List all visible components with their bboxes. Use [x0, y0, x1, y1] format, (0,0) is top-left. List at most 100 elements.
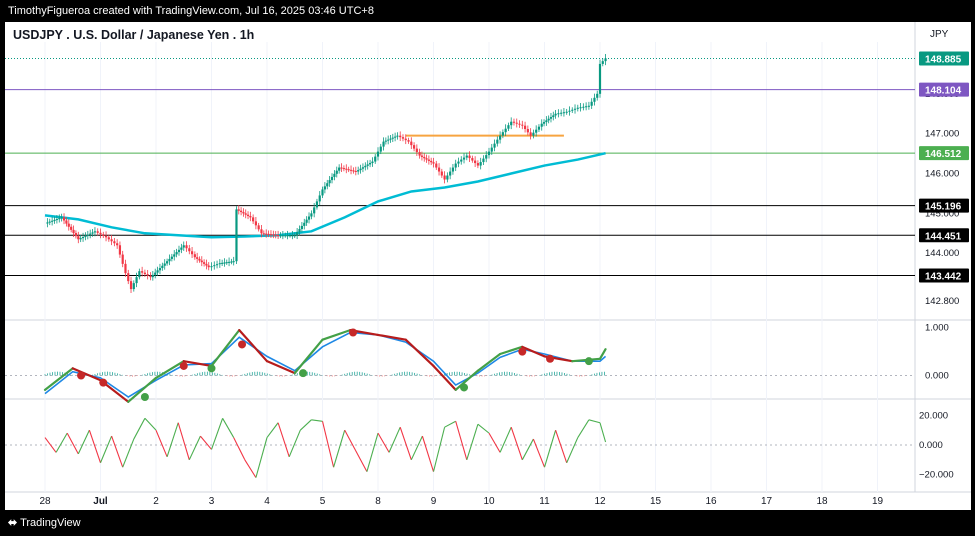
- candle-body: [221, 262, 224, 264]
- candle-body: [318, 195, 321, 202]
- candle-body: [296, 232, 299, 236]
- price-level-label: 143.442: [925, 271, 962, 282]
- oscillator-b-line: [166, 422, 179, 458]
- candle-body: [585, 106, 588, 108]
- candle-body: [476, 163, 479, 166]
- candle-body: [471, 158, 474, 161]
- chart-svg[interactable]: 142.800143.400144.000145.000146.000147.0…: [5, 22, 971, 510]
- signal-line-fast: [238, 329, 269, 363]
- oscillator-b-line: [543, 430, 557, 468]
- candle-body: [81, 237, 85, 239]
- candle-body: [230, 261, 233, 263]
- candle-body: [562, 112, 566, 114]
- signal-line-fast: [404, 338, 435, 368]
- candle-body: [482, 158, 485, 163]
- oscillator-b-line: [599, 422, 607, 443]
- candle-body: [359, 168, 362, 171]
- candle-body: [446, 175, 449, 180]
- time-tick-label: Jul: [93, 496, 108, 507]
- cross-marker: [584, 357, 593, 366]
- candle-body: [257, 225, 260, 230]
- oscillator-a-tick: 0.000: [925, 371, 949, 382]
- candle-body: [104, 235, 108, 238]
- oscillator-b-line: [421, 435, 435, 472]
- candle-body: [135, 277, 138, 284]
- signal-line-fast: [210, 329, 241, 368]
- candle-body: [374, 156, 377, 162]
- cross-marker: [207, 364, 216, 373]
- price-level-label: 148.104: [925, 86, 962, 97]
- candle-body: [267, 233, 270, 235]
- candle-body: [493, 143, 496, 148]
- price-axis[interactable]: 142.800143.400144.000145.000146.000147.0…: [919, 51, 969, 481]
- time-tick-label: 4: [264, 496, 270, 507]
- candle-body: [547, 118, 550, 121]
- oscillator-b-line: [466, 424, 479, 460]
- price-level-label: 146.512: [925, 149, 962, 160]
- price-tick-label: 146.000: [925, 169, 959, 180]
- chart-frame: 142.800143.400144.000145.000146.000147.0…: [5, 22, 971, 510]
- candle-body: [560, 112, 563, 114]
- candle-body: [468, 155, 471, 159]
- time-tick-label: 19: [872, 496, 884, 507]
- candle-body: [48, 221, 51, 223]
- oscillator-b-line: [432, 427, 446, 472]
- candle-body: [420, 155, 424, 157]
- candle-body: [127, 273, 130, 282]
- price-pane[interactable]: [5, 53, 915, 293]
- signal-line-fast: [499, 345, 524, 356]
- candle-body: [129, 281, 133, 290]
- candle-body: [284, 235, 287, 237]
- candle-body: [77, 236, 80, 240]
- signal-line-fast: [43, 367, 74, 391]
- time-tick-label: 2: [153, 496, 159, 507]
- candle-body: [368, 162, 372, 165]
- candle-body: [205, 263, 208, 266]
- grid-lines: [44, 42, 878, 492]
- candle-body: [65, 220, 68, 224]
- oscillator-b-tick: 0.000: [919, 440, 943, 451]
- candle-body: [51, 220, 54, 222]
- plot-area: [5, 22, 971, 510]
- candle-body: [132, 283, 135, 290]
- oscillator-b-pane[interactable]: [5, 417, 915, 478]
- time-tick-label: 28: [39, 496, 51, 507]
- candle-body: [170, 256, 173, 259]
- candle-body: [490, 147, 493, 152]
- candle-body: [354, 170, 357, 172]
- candle-body: [182, 245, 185, 248]
- candle-body: [549, 117, 553, 119]
- candle-body: [193, 254, 196, 258]
- oscillator-b-line: [555, 429, 568, 463]
- signal-line-fast: [376, 333, 407, 341]
- candle-body: [557, 113, 560, 115]
- signal-line-fast: [432, 364, 457, 391]
- candle-body: [412, 145, 416, 149]
- candle-body: [55, 219, 58, 221]
- time-tick-label: 9: [431, 496, 437, 507]
- candle-body: [223, 262, 226, 264]
- candle-body: [310, 213, 313, 217]
- candle-body: [166, 261, 169, 264]
- candle-body: [364, 165, 367, 168]
- candle-body: [579, 107, 582, 109]
- oscillator-b-line: [399, 427, 412, 460]
- time-axis[interactable]: 28 Jul 2 3 4 5 8 9 10 11 12 15 16 17 18 19: [39, 496, 883, 507]
- currency-label: JPY: [930, 29, 949, 40]
- chart-background: [5, 22, 971, 510]
- candle-body: [338, 167, 341, 171]
- candle-body: [315, 201, 319, 208]
- oscillator-b-line: [311, 419, 323, 422]
- candle-body: [305, 219, 308, 223]
- candle-body: [277, 235, 280, 237]
- oscillator-b-line: [321, 421, 335, 468]
- oscillator-a-pane[interactable]: [5, 328, 915, 403]
- candle-body: [70, 226, 73, 230]
- candle-body: [298, 229, 301, 233]
- candle-body: [457, 161, 460, 164]
- candle-body: [396, 135, 399, 137]
- candle-body: [460, 159, 463, 162]
- candle-body: [371, 161, 374, 163]
- time-tick-label: 11: [539, 496, 550, 507]
- price-level-badge: [919, 228, 969, 243]
